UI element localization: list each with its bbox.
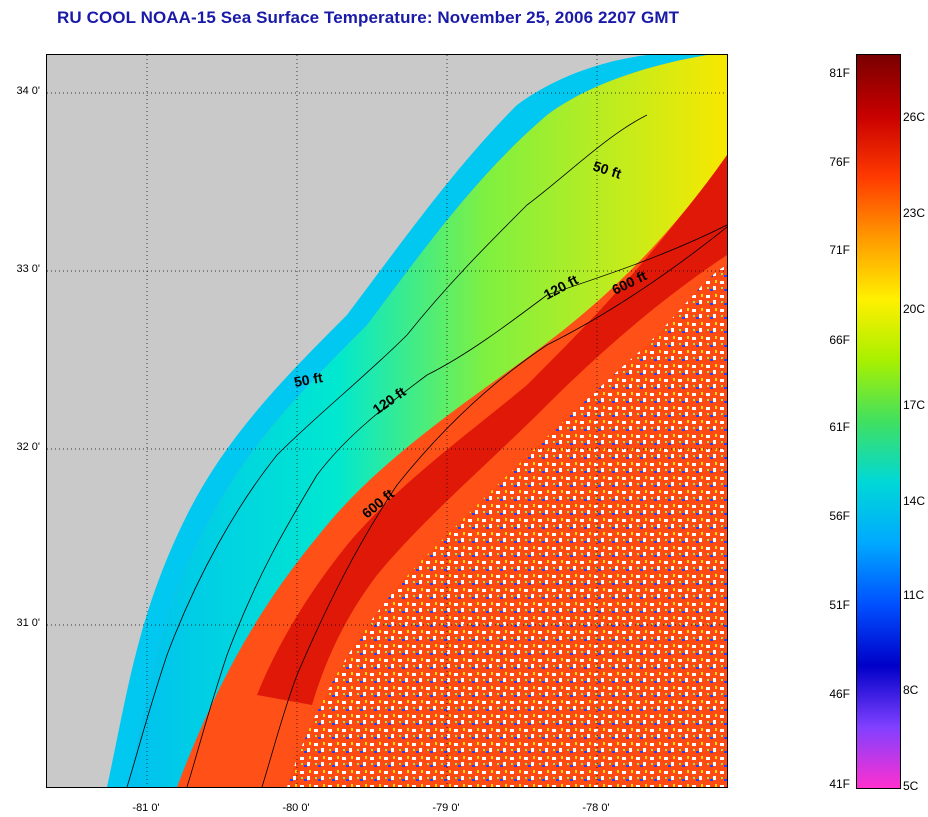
colorbar-c-label: 20C	[903, 302, 926, 316]
colorbar	[856, 54, 901, 789]
lon-label: -80 0'	[282, 802, 310, 814]
colorbar-f-label: 56F	[829, 509, 850, 523]
colorbar-f-label: 41F	[829, 777, 850, 791]
lat-label: 32 0'	[16, 441, 40, 453]
colorbar-c-label: 26C	[903, 110, 926, 124]
sst-map: 50 ft 50 ft 120 ft 120 ft 600 ft 600 ft	[46, 54, 728, 788]
page-title: RU COOL NOAA-15 Sea Surface Temperature:…	[57, 8, 680, 27]
lon-label: -79 0'	[432, 802, 460, 814]
colorbar-f-label: 51F	[829, 598, 850, 612]
colorbar-f-label: 71F	[829, 243, 850, 257]
colorbar-c-label: 8C	[903, 683, 919, 697]
colorbar-c-label: 11C	[903, 588, 925, 602]
isobath-50ft-line	[126, 114, 648, 787]
colorbar-c-label: 23C	[903, 206, 926, 220]
colorbar-f-label: 76F	[829, 155, 850, 169]
isobath-label: 50 ft	[293, 369, 324, 390]
colorbar-f-label: 81F	[829, 66, 850, 80]
colorbar-f-label: 46F	[829, 687, 850, 701]
shelf-water	[127, 55, 727, 787]
colorbar-c-label: 17C	[903, 398, 926, 412]
graticule	[47, 55, 727, 787]
colorbar-c-label: 5C	[903, 779, 919, 793]
lat-label: 34 0'	[16, 85, 40, 97]
colorbar-c-label: 14C	[903, 494, 926, 508]
sst-map-svg: 50 ft 50 ft 120 ft 120 ft 600 ft 600 ft	[47, 55, 727, 787]
isobath-120ft-line	[186, 224, 727, 787]
colorbar-f-label: 61F	[829, 420, 850, 434]
colorbar-f-label: 66F	[829, 333, 850, 347]
lat-label: 31 0'	[16, 617, 40, 629]
lon-label: -81 0'	[132, 802, 160, 814]
lat-label: 33 0'	[16, 263, 40, 275]
cloud-contaminated-region	[287, 265, 727, 787]
lon-label: -78 0'	[582, 802, 610, 814]
gulf-stream-band	[257, 155, 727, 705]
isobath-600ft-line	[261, 226, 727, 787]
